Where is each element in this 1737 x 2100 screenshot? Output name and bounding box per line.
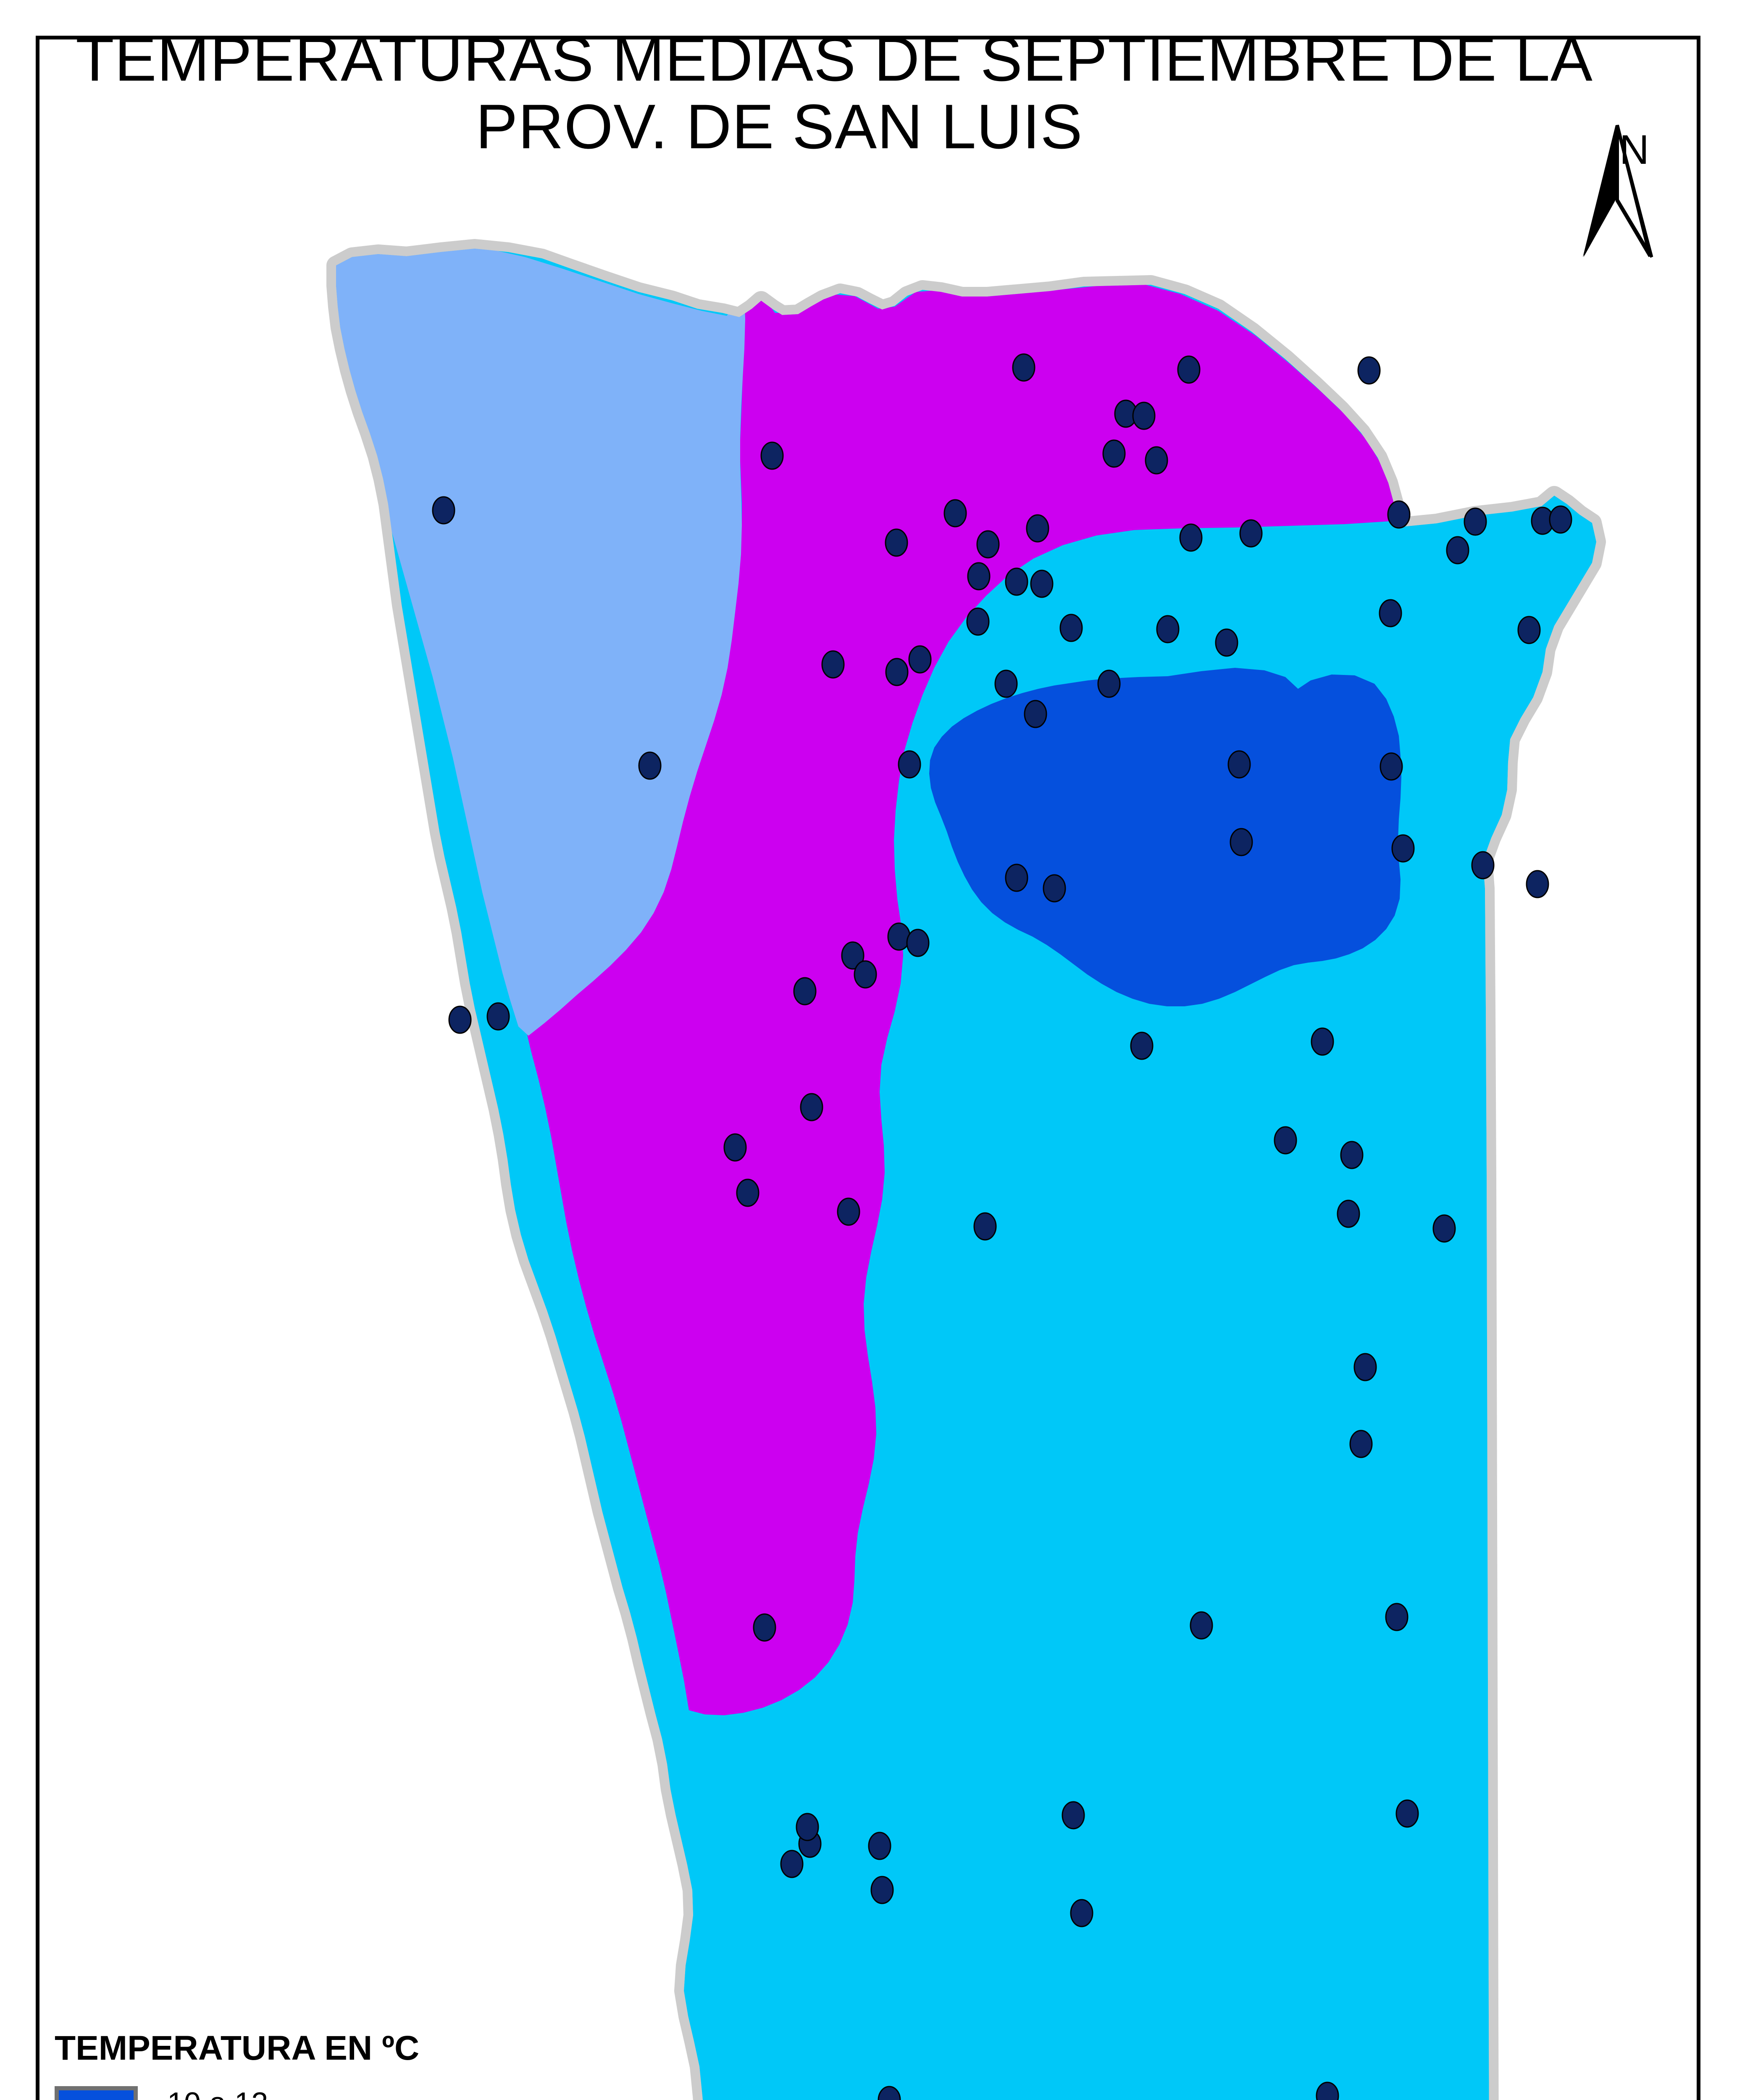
north-arrow-icon [1583, 125, 1653, 258]
legend: TEMPERATURA EN ºC 10 a 12 12 a 14 14 a 1… [55, 2029, 580, 2100]
map-frame [36, 36, 1700, 2100]
map-title: TEMPERATURAS MEDIAS DE SEPTIEMBRE DE LA … [76, 24, 1593, 162]
legend-label-10-12: 10 a 12 [167, 2086, 268, 2100]
legend-row-10-12: 10 a 12 [55, 2081, 580, 2100]
legend-swatch-10-12 [55, 2086, 138, 2100]
title-line-1: TEMPERATURAS MEDIAS DE SEPTIEMBRE DE LA [76, 24, 1593, 94]
legend-title: TEMPERATURA EN ºC [55, 2029, 420, 2067]
title-line-2: PROV. DE SAN LUIS [476, 91, 1083, 162]
